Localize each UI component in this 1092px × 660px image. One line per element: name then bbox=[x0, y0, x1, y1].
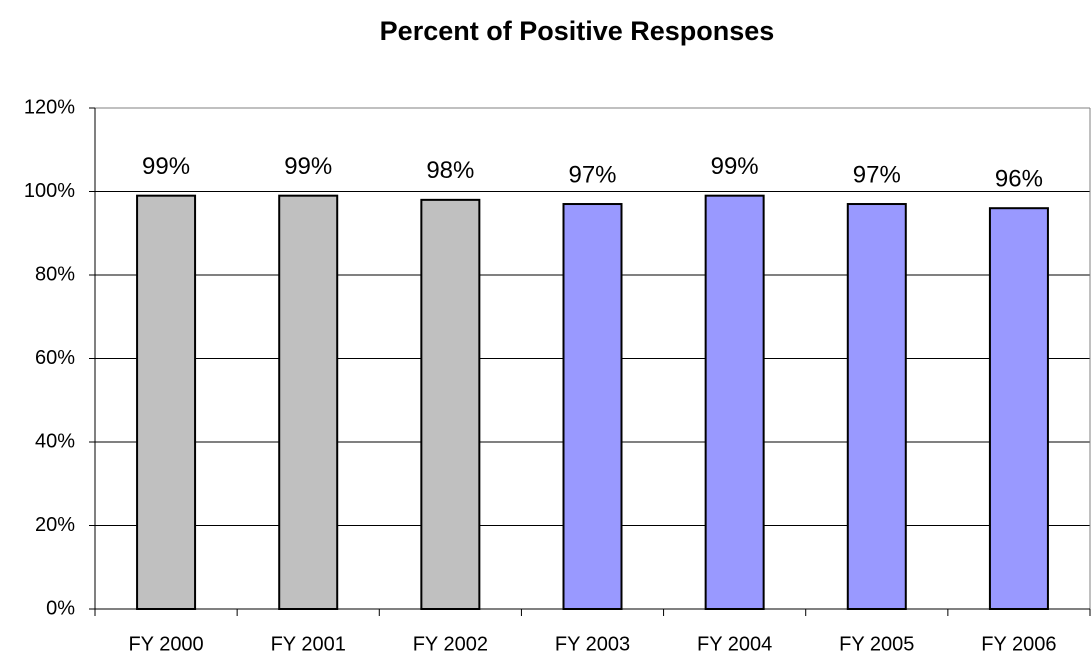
x-tick-label: FY 2000 bbox=[128, 633, 203, 655]
bar bbox=[136, 194, 197, 611]
x-tick-label: FY 2005 bbox=[839, 633, 914, 655]
y-tick-label: 0% bbox=[46, 597, 75, 619]
value-label: 99% bbox=[711, 153, 759, 180]
y-tick-label: 120% bbox=[24, 96, 75, 118]
y-tick-label: 20% bbox=[35, 514, 75, 536]
value-label: 98% bbox=[426, 157, 474, 184]
y-tick-label: 80% bbox=[35, 263, 75, 285]
bar bbox=[562, 203, 623, 610]
y-tick-label: 60% bbox=[35, 347, 75, 369]
bar bbox=[704, 194, 765, 611]
x-tick-label: FY 2004 bbox=[697, 633, 772, 655]
value-label: 97% bbox=[853, 161, 901, 188]
x-tick-label: FY 2001 bbox=[271, 633, 346, 655]
x-tick-label: FY 2002 bbox=[413, 633, 488, 655]
value-label: 96% bbox=[995, 166, 1043, 193]
chart-title: Percent of Positive Responses bbox=[380, 16, 775, 46]
x-tick-label: FY 2006 bbox=[981, 633, 1056, 655]
value-label: 99% bbox=[142, 153, 190, 180]
bar bbox=[846, 203, 907, 610]
value-label: 99% bbox=[284, 153, 332, 180]
value-label: 97% bbox=[568, 161, 616, 188]
bar bbox=[420, 198, 481, 610]
y-tick-label: 40% bbox=[35, 430, 75, 452]
bar bbox=[278, 194, 339, 611]
x-tick-label: FY 2003 bbox=[555, 633, 630, 655]
y-tick-label: 100% bbox=[24, 180, 75, 202]
bar bbox=[988, 207, 1049, 610]
